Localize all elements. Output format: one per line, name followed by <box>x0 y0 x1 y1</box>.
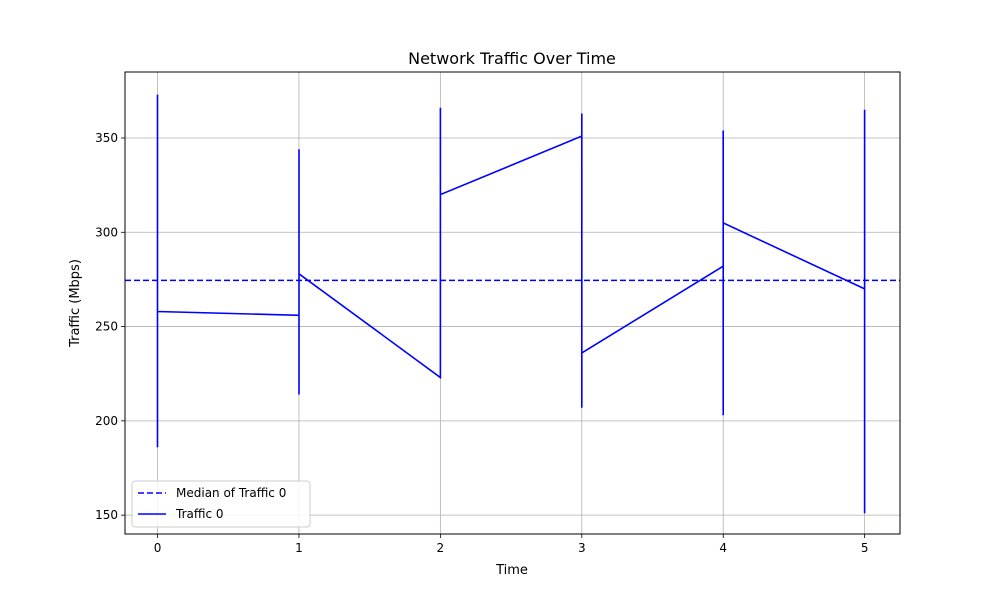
x-tick-label: 2 <box>437 541 445 555</box>
legend: Median of Traffic 0 Traffic 0 <box>131 480 311 528</box>
plot-area <box>125 94 900 514</box>
chart-title: Network Traffic Over Time <box>408 49 616 68</box>
x-tick-label: 1 <box>295 541 303 555</box>
x-tick-label: 0 <box>154 541 162 555</box>
y-tick-label: 350 <box>95 131 118 145</box>
y-tick-label: 300 <box>95 225 118 239</box>
y-axis-label: Traffic (Mbps) <box>68 259 83 348</box>
x-tick-label: 5 <box>861 541 869 555</box>
x-axis-label: Time <box>495 563 528 578</box>
y-tick-label: 250 <box>95 320 118 334</box>
grid <box>125 72 900 534</box>
x-tick-label: 4 <box>719 541 727 555</box>
legend-box <box>131 480 311 528</box>
legend-label: Median of Traffic 0 <box>176 486 286 500</box>
series-line-traffic-0 <box>156 94 866 514</box>
x-tick-label: 3 <box>578 541 586 555</box>
plot-frame <box>124 71 901 535</box>
y-tick-label: 150 <box>95 508 118 522</box>
legend-label: Traffic 0 <box>175 507 224 521</box>
y-tick-label: 200 <box>95 414 118 428</box>
axes: 0 1 2 3 4 5 150 200 250 300 350 <box>95 131 868 555</box>
